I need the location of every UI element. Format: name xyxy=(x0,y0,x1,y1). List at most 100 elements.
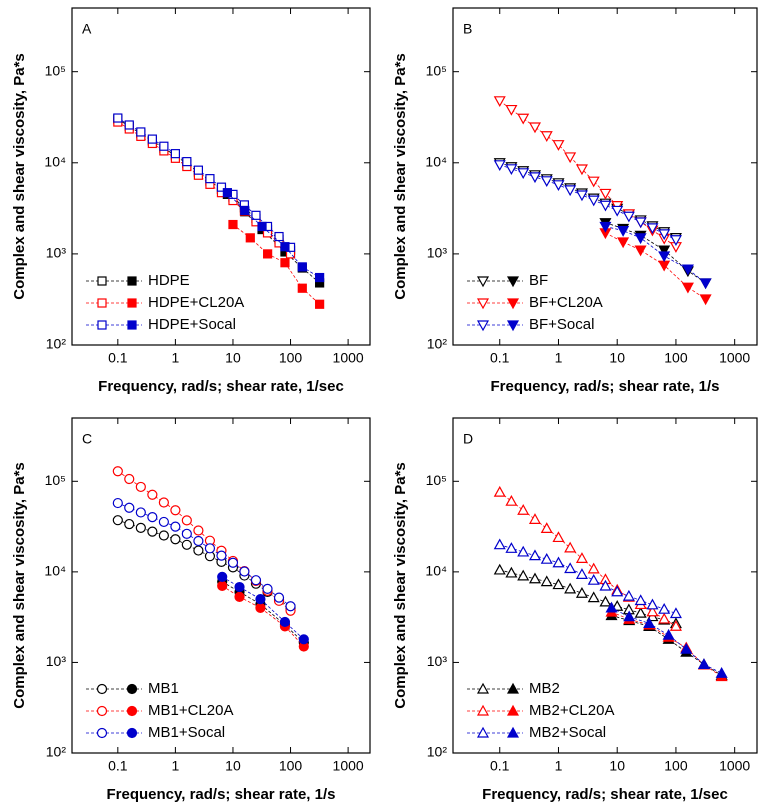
y-tick-label: 10³ xyxy=(46,245,67,261)
legend-marker xyxy=(127,320,137,330)
marker xyxy=(658,245,671,257)
marker xyxy=(564,582,577,594)
x-tick-label: 1 xyxy=(555,758,563,774)
series-line xyxy=(499,164,677,241)
legend-marker xyxy=(506,276,520,288)
marker xyxy=(297,283,307,293)
series-line xyxy=(605,226,706,284)
x-tick-label: 0.1 xyxy=(490,350,510,366)
marker xyxy=(124,518,135,530)
marker xyxy=(587,591,600,603)
x-tick-label: 100 xyxy=(279,350,303,366)
marker xyxy=(528,549,541,561)
marker xyxy=(255,594,266,605)
x-tick-label: 1000 xyxy=(333,758,364,774)
panel-label: C xyxy=(82,431,92,447)
legend-label: HDPE xyxy=(148,272,190,289)
marker xyxy=(587,195,600,207)
x-tick-label: 10 xyxy=(609,758,625,774)
marker xyxy=(662,628,675,640)
marker xyxy=(217,571,228,582)
marker xyxy=(285,601,296,612)
marker xyxy=(611,205,624,217)
y-axis-title: Complex and shear viscosity, Pa*s xyxy=(11,53,28,300)
legend-marker xyxy=(506,682,520,694)
legend-marker xyxy=(506,726,520,738)
marker xyxy=(540,176,553,188)
marker xyxy=(193,165,204,175)
x-tick-label: 100 xyxy=(279,758,303,774)
marker xyxy=(181,528,192,539)
marker xyxy=(634,594,647,606)
marker xyxy=(182,157,192,167)
marker xyxy=(517,545,530,557)
marker xyxy=(611,585,624,597)
marker xyxy=(599,595,612,607)
y-tick-label: 10⁴ xyxy=(44,153,66,169)
marker xyxy=(251,210,261,220)
marker xyxy=(681,264,694,276)
marker xyxy=(193,525,204,536)
marker xyxy=(552,578,565,590)
marker xyxy=(158,516,169,528)
marker xyxy=(217,580,228,591)
marker xyxy=(170,534,181,545)
marker xyxy=(298,634,309,645)
marker xyxy=(112,515,123,526)
marker xyxy=(216,182,227,192)
marker xyxy=(634,217,647,229)
marker xyxy=(245,233,255,243)
marker xyxy=(297,262,307,272)
marker xyxy=(517,504,530,515)
x-axis-title: Frequency, rad/s; shear rate, 1/s xyxy=(491,378,720,395)
panel-label: A xyxy=(82,21,92,37)
marker xyxy=(599,188,612,200)
series-line xyxy=(499,569,677,624)
marker xyxy=(273,592,285,603)
marker xyxy=(227,557,239,568)
marker xyxy=(505,566,518,578)
panel-label: D xyxy=(463,431,473,447)
marker xyxy=(124,473,135,485)
marker xyxy=(528,572,541,584)
marker xyxy=(112,497,123,509)
marker xyxy=(170,505,181,516)
legend-marker xyxy=(96,705,108,717)
x-tick-label: 1000 xyxy=(719,758,750,774)
legend-marker xyxy=(506,704,520,716)
marker xyxy=(575,568,588,579)
x-tick-label: 10 xyxy=(225,350,241,366)
series-line xyxy=(117,470,291,612)
legend-label: HDPE+Socal xyxy=(148,316,236,333)
legend-marker xyxy=(476,276,490,288)
y-tick-label: 10⁵ xyxy=(45,472,66,488)
legend-marker xyxy=(127,298,137,308)
marker xyxy=(617,237,630,249)
y-tick-label: 10⁵ xyxy=(426,472,447,488)
marker xyxy=(263,249,273,259)
marker xyxy=(564,562,577,574)
marker xyxy=(680,642,693,654)
marker xyxy=(250,575,262,586)
marker xyxy=(643,617,656,628)
marker xyxy=(669,620,682,631)
marker xyxy=(493,96,506,108)
marker xyxy=(257,221,267,232)
x-axis-title: Frequency, rad/s; shear rate, 1/s xyxy=(107,786,336,803)
series-line xyxy=(499,162,677,238)
y-tick-label: 10² xyxy=(46,744,67,760)
marker xyxy=(552,556,565,568)
x-tick-label: 0.1 xyxy=(108,758,128,774)
marker xyxy=(135,522,146,533)
marker xyxy=(205,174,215,184)
x-tick-label: 1 xyxy=(555,350,563,366)
marker xyxy=(575,552,588,563)
legend-label: MB2+CL20A xyxy=(529,702,614,719)
marker xyxy=(699,294,712,306)
x-axis-title: Frequency, rad/s; shear rate, 1/sec xyxy=(482,786,728,803)
legend-marker xyxy=(476,320,490,332)
x-tick-label: 100 xyxy=(664,758,688,774)
marker xyxy=(493,563,506,575)
marker xyxy=(280,242,290,252)
legend-marker xyxy=(476,726,490,738)
